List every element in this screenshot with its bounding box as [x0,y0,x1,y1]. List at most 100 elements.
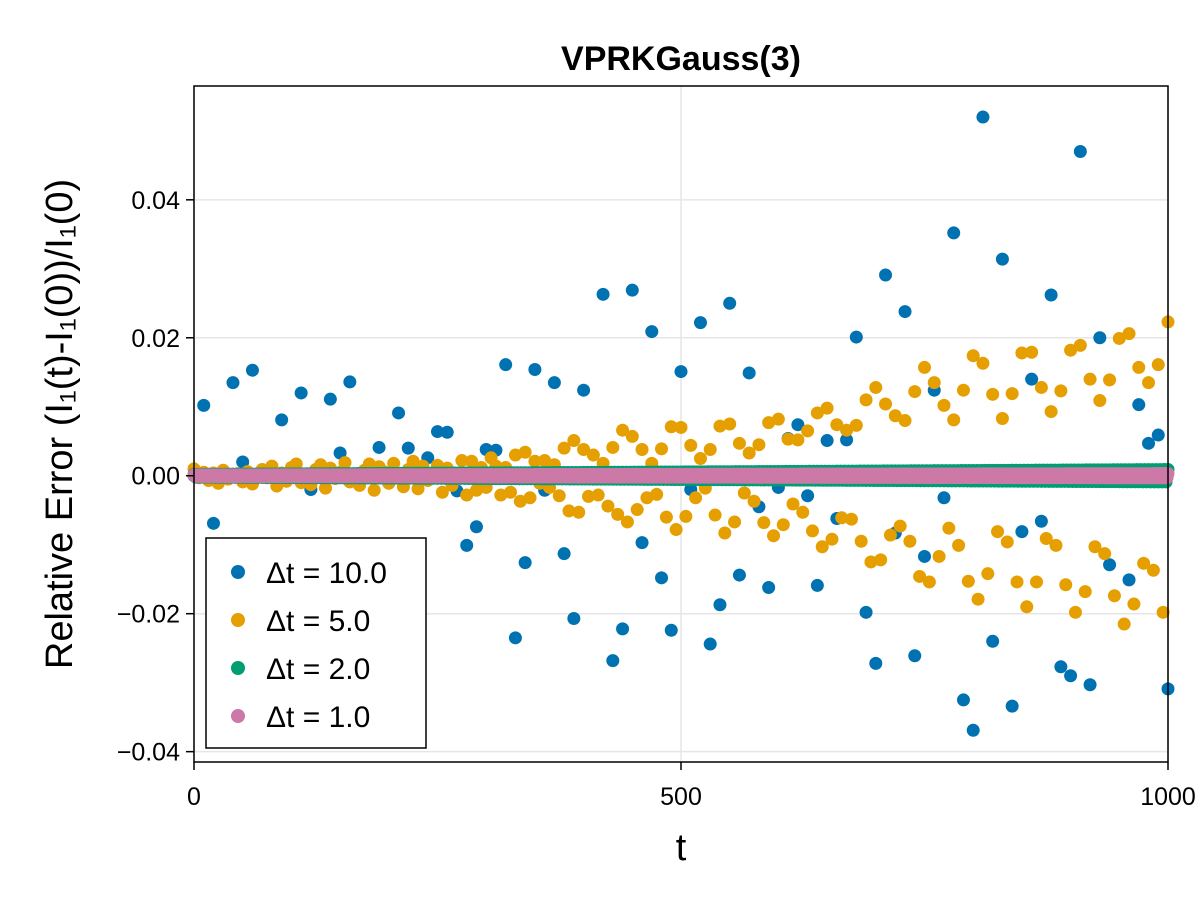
x-tick-label: 0 [187,783,201,811]
y-tick-label: 0.00 [131,463,180,491]
data-point [1059,578,1073,592]
data-point [606,654,620,668]
data-point [918,549,931,563]
data-point [586,448,600,462]
data-point [830,418,844,432]
data-point [947,413,961,427]
data-point [820,434,834,448]
data-point [635,443,649,457]
x-tick-label: 1000 [1140,783,1196,811]
data-point [411,482,425,496]
data-point [606,440,620,454]
data-point [664,623,678,637]
data-point [601,499,615,513]
data-point [1151,428,1165,442]
data-point [1025,345,1039,359]
data-point [528,363,542,377]
data-point [742,366,756,380]
data-point [879,268,893,282]
axis-ticks: 0 500 1000 −0.04 −0.02 0.00 0.02 0.04 [117,187,1196,811]
data-point [791,418,805,432]
data-point [577,443,591,457]
data-point [591,488,605,502]
data-point [854,534,868,548]
data-point [801,424,815,438]
y-tick-label: −0.04 [117,739,180,767]
legend-label: Δt = 5.0 [266,605,370,638]
data-point [206,516,220,530]
data-point [387,456,401,470]
data-point [508,631,522,645]
data-point [864,555,878,569]
data-point [732,436,746,450]
data-point [1054,384,1068,398]
data-point [810,406,824,420]
data-point [976,110,990,124]
data-point [947,226,961,240]
data-point [728,515,742,529]
data-point [245,363,259,377]
data-point [1083,678,1097,692]
data-point [689,491,703,505]
data-point [898,305,912,319]
data-point [655,571,669,585]
data-point [557,441,571,455]
data-point [557,547,571,561]
data-point [961,574,975,588]
data-point [581,489,595,503]
data-point [372,440,386,454]
data-point [703,443,717,457]
data-point [742,446,756,460]
data-point [903,534,917,548]
data-point [289,457,303,471]
data-point [1044,288,1058,302]
data-point [523,491,537,505]
data-point [674,365,688,379]
data-point [469,520,483,534]
data-point [786,497,800,511]
data-point [655,442,669,456]
data-point [981,567,995,581]
data-point [562,504,576,518]
data-point [1103,558,1117,572]
data-point [1020,600,1034,614]
data-point [956,383,970,397]
data-point [659,510,673,524]
y-tick-label: 0.02 [131,325,180,353]
legend-marker [231,709,245,723]
data-point [616,622,630,636]
data-point [835,511,849,525]
data-point [440,425,454,439]
data-point [820,401,834,415]
data-point [859,605,873,619]
data-point [908,385,922,399]
data-point [645,325,659,339]
data-point [567,434,581,448]
data-point [528,454,542,468]
data-point [932,549,946,563]
data-point [888,409,902,423]
data-point [620,515,634,529]
data-point [323,392,337,406]
data-point [406,454,420,468]
data-point [1107,589,1121,603]
data-point [469,483,483,497]
data-point [956,693,970,707]
data-point [1093,331,1107,345]
data-point [874,553,888,567]
data-point [679,509,693,523]
data-point [869,380,883,394]
data-point [747,494,761,508]
data-point [966,723,980,737]
data-point [703,637,717,651]
data-point [908,649,922,663]
data-point [333,446,347,460]
data-point [460,488,474,502]
data-point [197,398,211,412]
series-3 [187,467,1175,485]
data-point [1054,660,1068,674]
data-point [922,575,936,589]
data-point [1132,360,1146,374]
